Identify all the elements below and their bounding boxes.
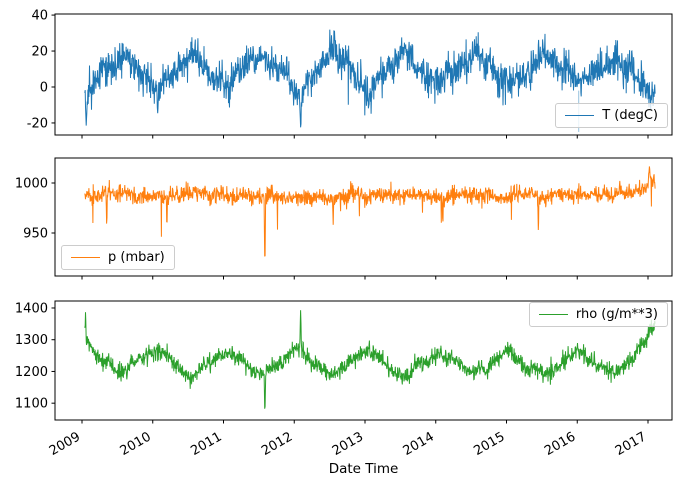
axes-1: 1000 950 <box>15 157 673 280</box>
axes-0: 40 20 0 -20 <box>27 9 673 139</box>
series-line-0 <box>84 29 656 128</box>
axes-frame <box>54 13 673 136</box>
series-line-1 <box>84 166 656 257</box>
x-axis-title: Date Time <box>328 461 399 477</box>
y-tick-label: 1300 <box>15 333 48 348</box>
axes-frame <box>54 157 673 277</box>
y-tick-label: 40 <box>31 9 48 24</box>
y-tick-label: 1000 <box>15 177 48 192</box>
x-tick-label: 2011 <box>188 429 224 459</box>
legend-label-density: rho (g/m**3) <box>575 307 658 322</box>
y-tick-label: 950 <box>23 227 48 242</box>
x-tick-label: 2015 <box>471 429 507 459</box>
legend-label-pressure: p (mbar) <box>108 250 165 265</box>
temperature-line-swatch <box>565 115 595 116</box>
legend-pressure[interactable]: p (mbar) <box>61 245 175 270</box>
y-tick-label: 0 <box>40 80 48 95</box>
series-line-2 <box>84 310 656 409</box>
y-tick-label: 20 <box>31 45 48 60</box>
legend-label-temperature: T (degC) <box>602 108 658 123</box>
legend-temperature[interactable]: T (degC) <box>555 103 668 128</box>
x-tick-label: 2013 <box>330 429 366 459</box>
y-tick-label: 1400 <box>15 301 48 316</box>
x-tick-label: 2012 <box>259 429 295 459</box>
x-tick-label: 2016 <box>542 429 578 459</box>
y-tick-label: 1100 <box>15 397 48 412</box>
x-tick-label: 2014 <box>401 429 437 459</box>
y-tick-label: -20 <box>27 116 48 131</box>
y-tick-label: 1200 <box>15 365 48 380</box>
legend-density[interactable]: rho (g/m**3) <box>528 302 668 327</box>
pressure-line-swatch <box>71 257 100 258</box>
x-tick-label: 2017 <box>613 429 649 459</box>
density-line-swatch <box>538 314 568 315</box>
x-tick-label: 2009 <box>47 429 83 459</box>
x-tick-label: 2010 <box>118 429 154 459</box>
axes-frame <box>54 300 673 421</box>
